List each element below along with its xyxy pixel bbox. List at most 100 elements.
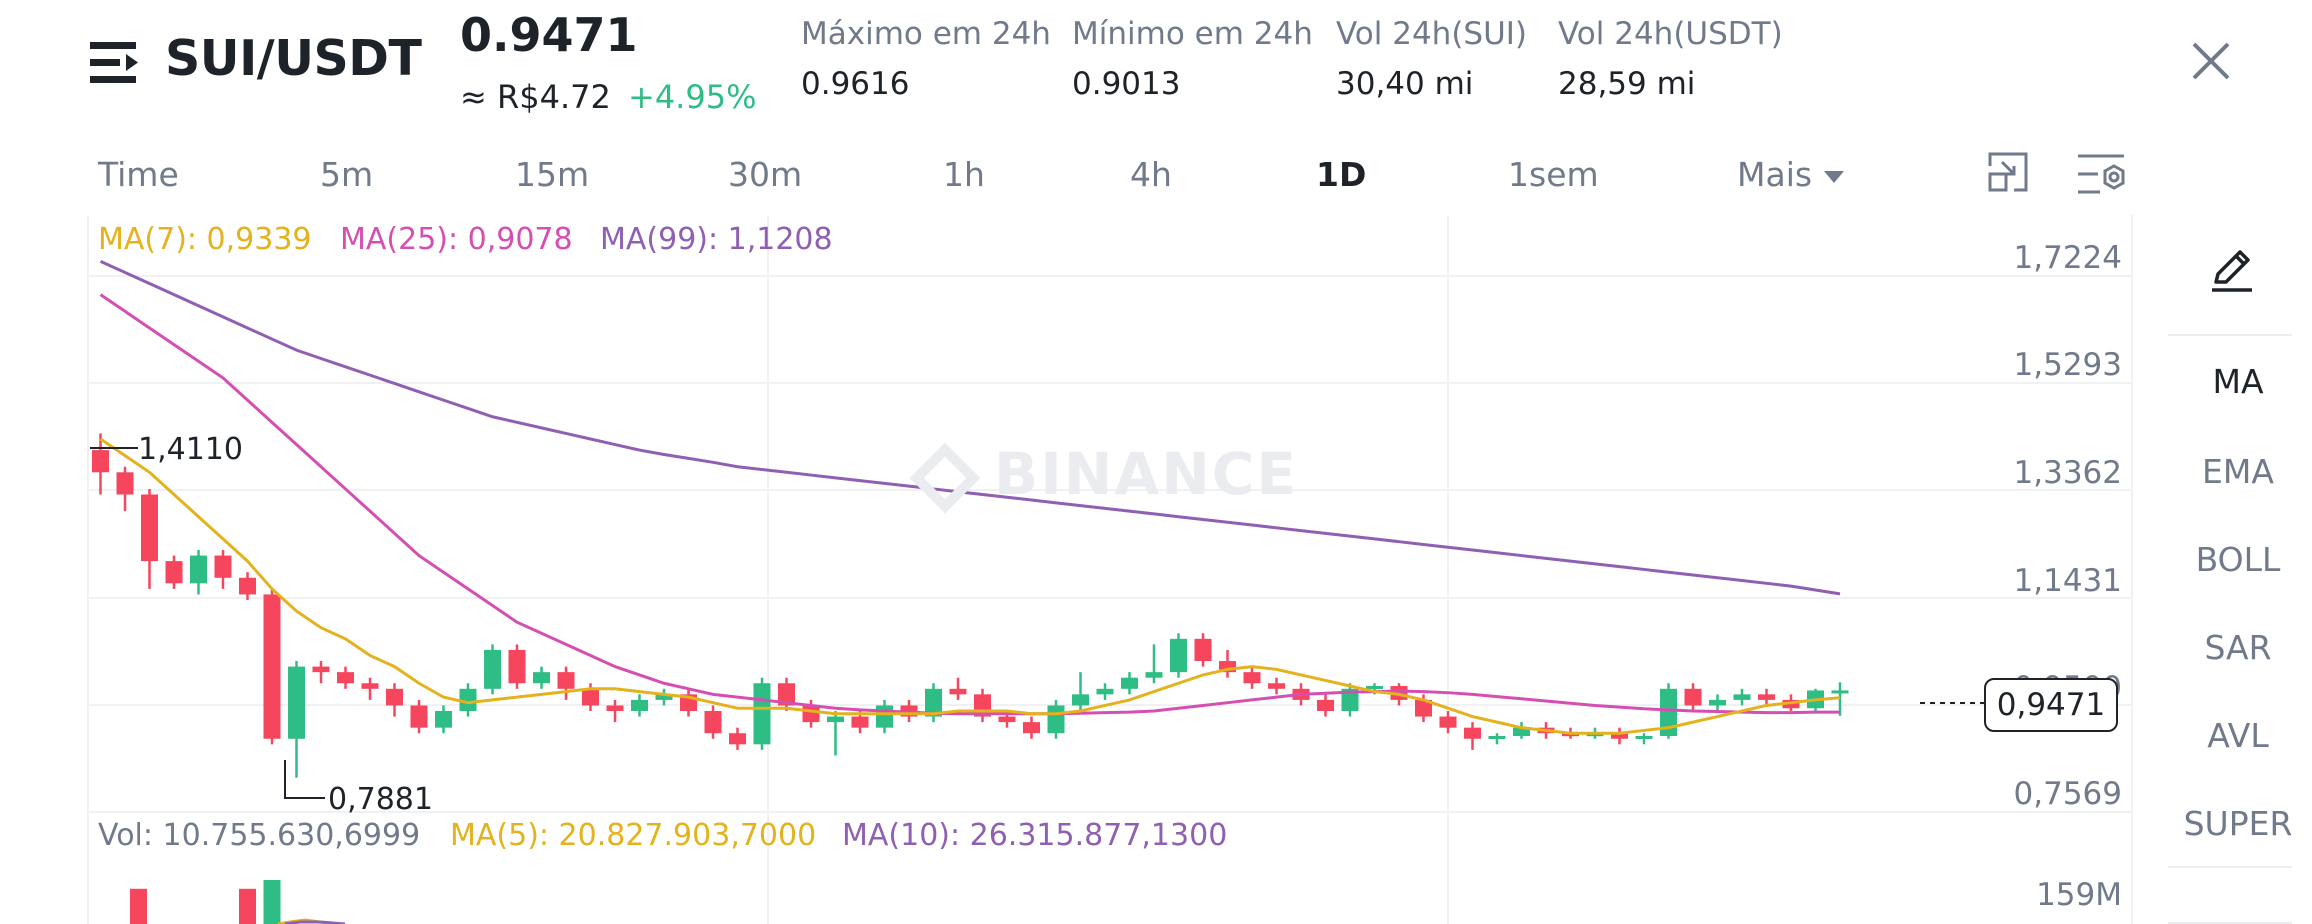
candle-up [1733,694,1751,700]
tf-1d[interactable]: 1D [1316,155,1367,194]
candle-down [1219,661,1236,673]
candle-down [165,561,183,584]
legend-ma25: MA(25): 0,9078 [340,222,573,257]
vol-legend-ma5: MA(5): 20.827.903,7000 [450,818,817,853]
chart-settings-icon[interactable] [2076,150,2128,198]
stat-label: Máximo em 24h [801,16,1051,52]
candle-up [1709,699,1726,706]
current-price-tag: 0,9471 [1984,678,2118,732]
indicator-sar[interactable]: SAR [2204,628,2272,667]
ma99-line [99,259,1841,596]
tf-1h[interactable]: 1h [943,155,985,194]
candle-up [459,688,477,712]
indicator-ma[interactable]: MA [2212,362,2264,401]
candle-down [1194,638,1212,662]
low-marker-label: 0,7881 [328,782,433,817]
candle-up [1341,688,1359,712]
stat-vol-sui: Vol 24h(SUI) 30,40 mi [1336,16,1527,102]
candle-up [1096,688,1114,695]
candle-up [1121,677,1138,689]
indicator-boll[interactable]: BOLL [2195,540,2281,579]
candle-down [778,683,795,706]
candle-up [1660,688,1677,736]
candle-up [1170,638,1187,673]
candle-down [704,711,722,734]
volume-bar [263,880,281,924]
tf-time[interactable]: Time [98,155,179,194]
candle-up [631,699,648,712]
candle-down [1415,699,1432,717]
candle-up [1635,735,1653,739]
tf-1sem[interactable]: 1sem [1508,155,1599,194]
last-price: 0.9471 [460,8,638,62]
chevron-down-icon [1824,170,1845,183]
indicator-avl[interactable]: AVL [2207,716,2269,755]
trading-pair[interactable]: SUI/USDT [165,30,422,87]
candle-down [606,705,624,712]
candle-up [1488,735,1506,739]
close-icon[interactable] [2186,36,2236,86]
legend-ma7: MA(7): 0,9339 [98,222,312,257]
stat-value: 28,59 mi [1558,66,1696,102]
binance-watermark: BINANCE [909,440,1298,514]
tf-more[interactable]: Mais [1737,155,1845,194]
fullscreen-icon[interactable] [1986,150,2030,194]
candle-up [827,716,844,723]
candle-down [508,649,526,684]
candle-down [1439,716,1457,728]
indicator-super[interactable]: SUPER [2183,804,2293,843]
divider [2168,922,2292,924]
fiat-price: ≈ R$4.72 [460,78,611,116]
candle-up [1145,672,1163,678]
candle-up [190,555,207,584]
candle-down [141,494,158,562]
candle-down [557,672,575,689]
stat-label: Vol 24h(SUI) [1336,16,1528,52]
binance-logo-icon [909,442,981,514]
divider [2168,334,2292,336]
price-axis-label: 1,7224 [2013,240,2122,276]
tf-15m[interactable]: 15m [515,155,590,194]
tf-30m[interactable]: 30m [728,155,803,194]
tf-4h[interactable]: 4h [1130,155,1172,194]
price-axis-label: 1,5293 [2013,347,2122,383]
tf-more-label: Mais [1737,155,1813,194]
candle-down [1268,683,1285,689]
candle-down [729,733,746,745]
pencil-icon[interactable] [2208,246,2256,294]
candle-up [1831,690,1849,694]
candle-up [925,688,942,717]
stat-value: 30,40 mi [1336,66,1474,102]
low-marker-line [284,760,325,799]
menu-icon[interactable] [90,40,142,86]
tf-5m[interactable]: 5m [320,155,374,194]
candle-up [435,711,452,728]
candle-up [1366,686,1383,690]
price-change: +4.95% [628,78,757,116]
candle-down [116,472,134,495]
candle-up [484,649,501,689]
candle-down [802,705,820,723]
price-axis-label: 1,1431 [2013,563,2122,599]
volume-series [130,880,281,924]
divider [2168,866,2292,868]
candle-down [410,705,428,728]
candle-down [361,683,379,689]
candle-down [1758,694,1775,700]
volume-bar [239,888,256,924]
indicator-ema[interactable]: EMA [2202,452,2274,491]
stat-label: Vol 24h(USDT) [1558,16,1783,52]
stat-value: 0.9013 [1072,66,1181,102]
candle-down [998,716,1016,723]
price-axis-label: 0,7569 [2013,776,2122,812]
candle-down [1464,727,1481,739]
volume-axis-label: 159M [2036,877,2122,913]
vol-legend: Vol: 10.755.630,6999 [98,818,421,853]
candle-down [851,716,869,728]
candle-up [288,666,305,739]
candle-down [1684,688,1702,706]
ma7-line [99,437,1841,735]
high-marker-label: 1,4110 [138,432,243,467]
candle-up [876,705,893,728]
